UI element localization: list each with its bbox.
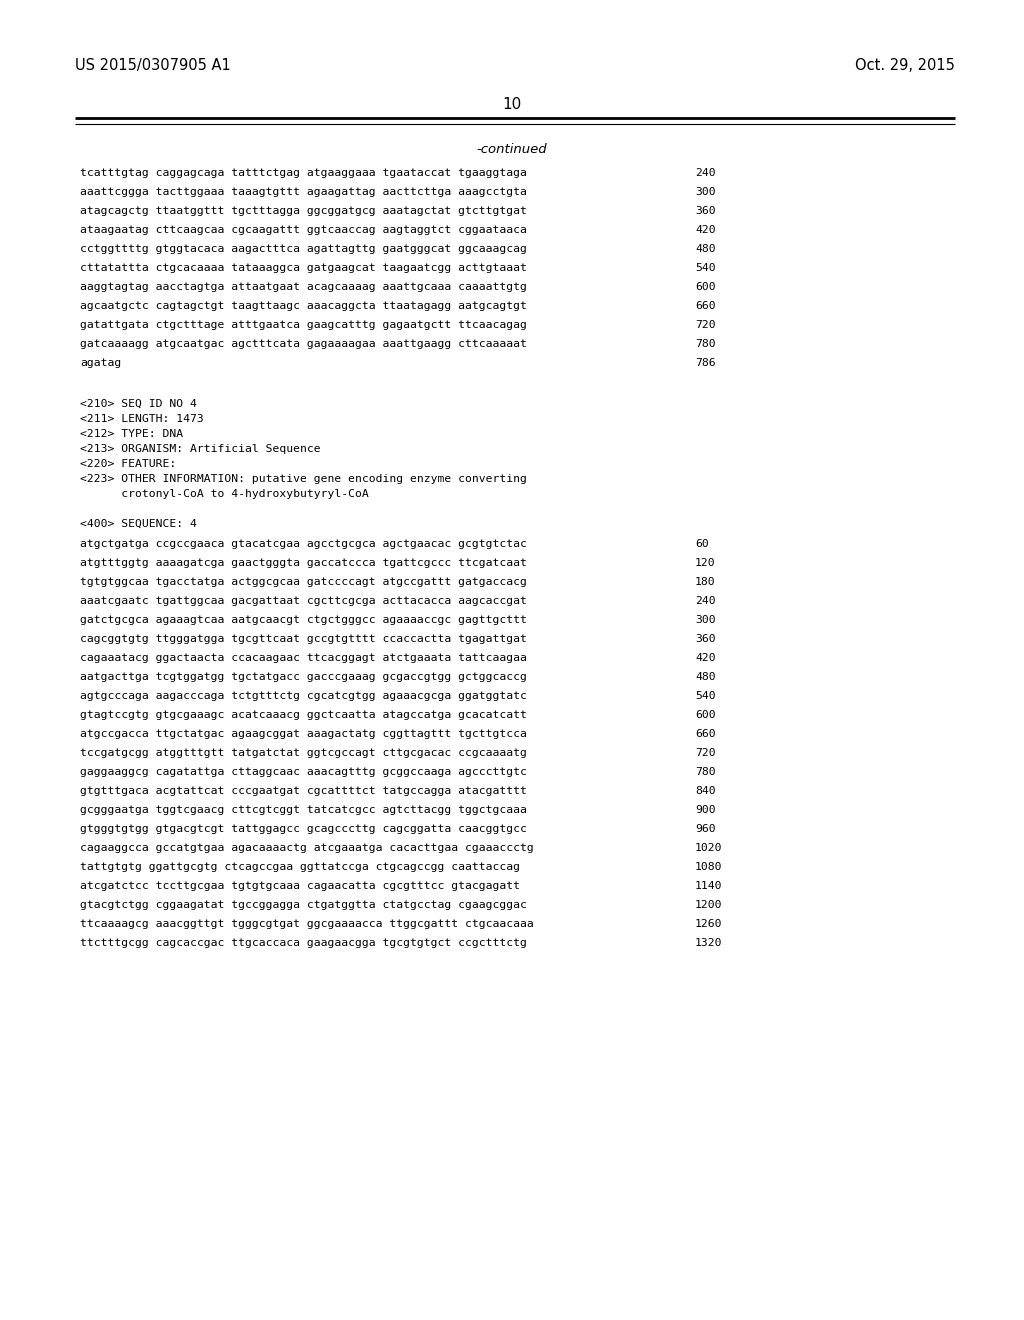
Text: 360: 360 xyxy=(695,206,716,216)
Text: <211> LENGTH: 1473: <211> LENGTH: 1473 xyxy=(80,414,204,424)
Text: 480: 480 xyxy=(695,672,716,682)
Text: 420: 420 xyxy=(695,224,716,235)
Text: atcgatctcc tccttgcgaa tgtgtgcaaa cagaacatta cgcgtttcc gtacgagatt: atcgatctcc tccttgcgaa tgtgtgcaaa cagaaca… xyxy=(80,880,520,891)
Text: 600: 600 xyxy=(695,282,716,292)
Text: tattgtgtg ggattgcgtg ctcagccgaa ggttatccga ctgcagccgg caattaccag: tattgtgtg ggattgcgtg ctcagccgaa ggttatcc… xyxy=(80,862,520,873)
Text: aatgacttga tcgtggatgg tgctatgacc gacccgaaag gcgaccgtgg gctggcaccg: aatgacttga tcgtggatgg tgctatgacc gacccga… xyxy=(80,672,527,682)
Text: <213> ORGANISM: Artificial Sequence: <213> ORGANISM: Artificial Sequence xyxy=(80,444,321,454)
Text: tgtgtggcaa tgacctatga actggcgcaa gatccccagt atgccgattt gatgaccacg: tgtgtggcaa tgacctatga actggcgcaa gatcccc… xyxy=(80,577,527,587)
Text: 600: 600 xyxy=(695,710,716,719)
Text: 900: 900 xyxy=(695,805,716,814)
Text: 1020: 1020 xyxy=(695,843,723,853)
Text: 720: 720 xyxy=(695,319,716,330)
Text: 840: 840 xyxy=(695,785,716,796)
Text: agtgcccaga aagacccaga tctgtttctg cgcatcgtgg agaaacgcga ggatggtatc: agtgcccaga aagacccaga tctgtttctg cgcatcg… xyxy=(80,690,527,701)
Text: 240: 240 xyxy=(695,168,716,178)
Text: 540: 540 xyxy=(695,690,716,701)
Text: aaattcggga tacttggaaa taaagtgttt agaagattag aacttcttga aaagcctgta: aaattcggga tacttggaaa taaagtgttt agaagat… xyxy=(80,187,527,197)
Text: 780: 780 xyxy=(695,767,716,777)
Text: atgtttggtg aaaagatcga gaactgggta gaccatccca tgattcgccc ttcgatcaat: atgtttggtg aaaagatcga gaactgggta gaccatc… xyxy=(80,558,527,568)
Text: agatag: agatag xyxy=(80,358,121,368)
Text: cagcggtgtg ttgggatgga tgcgttcaat gccgtgtttt ccaccactta tgagattgat: cagcggtgtg ttgggatgga tgcgttcaat gccgtgt… xyxy=(80,634,527,644)
Text: 360: 360 xyxy=(695,634,716,644)
Text: cagaaggcca gccatgtgaa agacaaaactg atcgaaatga cacacttgaa cgaaaccctg: cagaaggcca gccatgtgaa agacaaaactg atcgaa… xyxy=(80,843,534,853)
Text: cctggttttg gtggtacaca aagactttca agattagttg gaatgggcat ggcaaagcag: cctggttttg gtggtacaca aagactttca agattag… xyxy=(80,244,527,253)
Text: atgccgacca ttgctatgac agaagcggat aaagactatg cggttagttt tgcttgtcca: atgccgacca ttgctatgac agaagcggat aaagact… xyxy=(80,729,527,739)
Text: aaggtagtag aacctagtga attaatgaat acagcaaaag aaattgcaaa caaaattgtg: aaggtagtag aacctagtga attaatgaat acagcaa… xyxy=(80,282,527,292)
Text: 780: 780 xyxy=(695,339,716,348)
Text: 60: 60 xyxy=(695,539,709,549)
Text: 420: 420 xyxy=(695,653,716,663)
Text: tcatttgtag caggagcaga tatttctgag atgaaggaaa tgaataccat tgaaggtaga: tcatttgtag caggagcaga tatttctgag atgaagg… xyxy=(80,168,527,178)
Text: -continued: -continued xyxy=(477,143,547,156)
Text: ttcaaaagcg aaacggttgt tgggcgtgat ggcgaaaacca ttggcgattt ctgcaacaaa: ttcaaaagcg aaacggttgt tgggcgtgat ggcgaaa… xyxy=(80,919,534,929)
Text: 1080: 1080 xyxy=(695,862,723,873)
Text: ttctttgcgg cagcaccgac ttgcaccaca gaagaacgga tgcgtgtgct ccgctttctg: ttctttgcgg cagcaccgac ttgcaccaca gaagaac… xyxy=(80,939,527,948)
Text: gtgtttgaca acgtattcat cccgaatgat cgcattttct tatgccagga atacgatttt: gtgtttgaca acgtattcat cccgaatgat cgcattt… xyxy=(80,785,527,796)
Text: 1140: 1140 xyxy=(695,880,723,891)
Text: gatattgata ctgctttage atttgaatca gaagcatttg gagaatgctt ttcaacagag: gatattgata ctgctttage atttgaatca gaagcat… xyxy=(80,319,527,330)
Text: aaatcgaatc tgattggcaa gacgattaat cgcttcgcga acttacacca aagcaccgat: aaatcgaatc tgattggcaa gacgattaat cgcttcg… xyxy=(80,597,527,606)
Text: 960: 960 xyxy=(695,824,716,834)
Text: crotonyl-CoA to 4-hydroxybutyryl-CoA: crotonyl-CoA to 4-hydroxybutyryl-CoA xyxy=(80,488,369,499)
Text: gtgggtgtgg gtgacgtcgt tattggagcc gcagcccttg cagcggatta caacggtgcc: gtgggtgtgg gtgacgtcgt tattggagcc gcagccc… xyxy=(80,824,527,834)
Text: gcgggaatga tggtcgaacg cttcgtcggt tatcatcgcc agtcttacgg tggctgcaaa: gcgggaatga tggtcgaacg cttcgtcggt tatcatc… xyxy=(80,805,527,814)
Text: US 2015/0307905 A1: US 2015/0307905 A1 xyxy=(75,58,230,73)
Text: <212> TYPE: DNA: <212> TYPE: DNA xyxy=(80,429,183,440)
Text: gatcaaaagg atgcaatgac agctttcata gagaaaagaa aaattgaagg cttcaaaaat: gatcaaaagg atgcaatgac agctttcata gagaaaa… xyxy=(80,339,527,348)
Text: <400> SEQUENCE: 4: <400> SEQUENCE: 4 xyxy=(80,519,197,529)
Text: 1260: 1260 xyxy=(695,919,723,929)
Text: 240: 240 xyxy=(695,597,716,606)
Text: 1320: 1320 xyxy=(695,939,723,948)
Text: 540: 540 xyxy=(695,263,716,273)
Text: 120: 120 xyxy=(695,558,716,568)
Text: atgctgatga ccgccgaaca gtacatcgaa agcctgcgca agctgaacac gcgtgtctac: atgctgatga ccgccgaaca gtacatcgaa agcctgc… xyxy=(80,539,527,549)
Text: gtagtccgtg gtgcgaaagc acatcaaacg ggctcaatta atagccatga gcacatcatt: gtagtccgtg gtgcgaaagc acatcaaacg ggctcaa… xyxy=(80,710,527,719)
Text: gtacgtctgg cggaagatat tgccggagga ctgatggtta ctatgcctag cgaagcggac: gtacgtctgg cggaagatat tgccggagga ctgatgg… xyxy=(80,900,527,909)
Text: cagaaatacg ggactaacta ccacaagaac ttcacggagt atctgaaata tattcaagaa: cagaaatacg ggactaacta ccacaagaac ttcacgg… xyxy=(80,653,527,663)
Text: 660: 660 xyxy=(695,301,716,312)
Text: 480: 480 xyxy=(695,244,716,253)
Text: 1200: 1200 xyxy=(695,900,723,909)
Text: agcaatgctc cagtagctgt taagttaagc aaacaggcta ttaatagagg aatgcagtgt: agcaatgctc cagtagctgt taagttaagc aaacagg… xyxy=(80,301,527,312)
Text: 720: 720 xyxy=(695,748,716,758)
Text: 180: 180 xyxy=(695,577,716,587)
Text: 300: 300 xyxy=(695,187,716,197)
Text: cttatattta ctgcacaaaa tataaaggca gatgaagcat taagaatcgg acttgtaaat: cttatattta ctgcacaaaa tataaaggca gatgaag… xyxy=(80,263,527,273)
Text: tccgatgcgg atggtttgtt tatgatctat ggtcgccagt cttgcgacac ccgcaaaatg: tccgatgcgg atggtttgtt tatgatctat ggtcgcc… xyxy=(80,748,527,758)
Text: <210> SEQ ID NO 4: <210> SEQ ID NO 4 xyxy=(80,399,197,409)
Text: ataagaatag cttcaagcaa cgcaagattt ggtcaaccag aagtaggtct cggaataaca: ataagaatag cttcaagcaa cgcaagattt ggtcaac… xyxy=(80,224,527,235)
Text: 786: 786 xyxy=(695,358,716,368)
Text: <223> OTHER INFORMATION: putative gene encoding enzyme converting: <223> OTHER INFORMATION: putative gene e… xyxy=(80,474,527,484)
Text: 10: 10 xyxy=(503,96,521,112)
Text: atagcagctg ttaatggttt tgctttagga ggcggatgcg aaatagctat gtcttgtgat: atagcagctg ttaatggttt tgctttagga ggcggat… xyxy=(80,206,527,216)
Text: Oct. 29, 2015: Oct. 29, 2015 xyxy=(855,58,955,73)
Text: 660: 660 xyxy=(695,729,716,739)
Text: <220> FEATURE:: <220> FEATURE: xyxy=(80,459,176,469)
Text: gatctgcgca agaaagtcaa aatgcaacgt ctgctgggcc agaaaaccgc gagttgcttt: gatctgcgca agaaagtcaa aatgcaacgt ctgctgg… xyxy=(80,615,527,624)
Text: 300: 300 xyxy=(695,615,716,624)
Text: gaggaaggcg cagatattga cttaggcaac aaacagtttg gcggccaaga agcccttgtc: gaggaaggcg cagatattga cttaggcaac aaacagt… xyxy=(80,767,527,777)
